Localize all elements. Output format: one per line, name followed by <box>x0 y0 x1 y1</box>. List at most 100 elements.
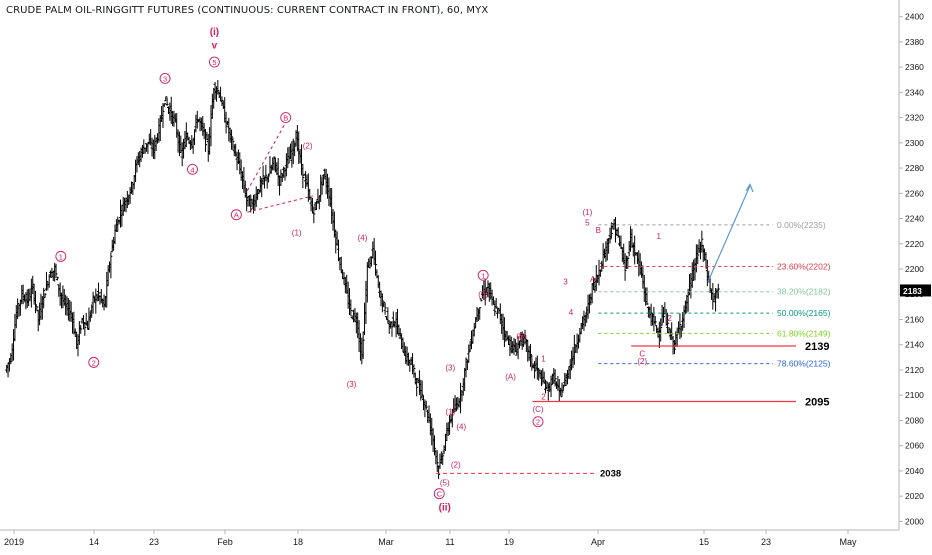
fib-level-label: 61.80%(2149) <box>777 328 831 338</box>
wave-label: 2 <box>536 418 540 427</box>
ohlc-bar <box>42 287 46 309</box>
ohlc-bar <box>382 300 386 308</box>
projection-arrow-line <box>707 185 751 282</box>
wave-label: (B) <box>516 332 527 341</box>
ohlc-bar <box>700 230 704 253</box>
y-tick-label: 2040 <box>905 466 924 476</box>
ohlc-bar <box>675 327 679 347</box>
ohlc-bar <box>608 227 612 244</box>
ohlc-bar <box>420 380 424 399</box>
y-tick-label: 2000 <box>905 516 924 526</box>
x-tick-label: 18 <box>293 537 303 547</box>
y-tick-label: 2240 <box>905 214 924 224</box>
y-tick-label: 2100 <box>905 390 924 400</box>
wave-label-circle <box>55 250 67 262</box>
wave-label-circle <box>208 56 220 68</box>
ohlc-bar <box>645 287 649 305</box>
ohlc-bar <box>716 283 720 299</box>
triangle-lower-line <box>247 195 314 213</box>
wave-label: (1) <box>445 408 455 417</box>
ohlc-bar <box>545 381 549 390</box>
wave-label: C <box>639 350 645 359</box>
ohlc-bar <box>424 400 428 410</box>
y-tick-label: 2060 <box>905 441 924 451</box>
x-tick-label: May <box>839 537 857 547</box>
wave-label-circle <box>280 112 292 124</box>
x-tick-label: Mar <box>378 537 394 547</box>
wave-label: B <box>283 114 288 123</box>
y-tick-label: 2380 <box>905 37 924 47</box>
ohlc-bar <box>478 307 482 320</box>
x-tick-label: 23 <box>149 537 159 547</box>
y-tick-label: 2320 <box>905 113 924 123</box>
x-tick-label: 19 <box>504 537 514 547</box>
wave-label: (A) <box>505 372 516 381</box>
y-tick-label: 2020 <box>905 491 924 501</box>
ohlc-bar <box>528 343 532 367</box>
ohlc-bar <box>142 139 146 154</box>
chart-title: CRUDE PALM OIL-RINGGITT FUTURES (CONTINU… <box>6 5 489 16</box>
ohlc-bar <box>231 137 235 151</box>
wave-label: (1) <box>292 228 302 237</box>
wave-label: (2) <box>637 357 647 366</box>
ohlc-bar <box>216 79 220 95</box>
wave-label-circle <box>159 73 171 84</box>
y-tick-label: 2260 <box>905 188 924 198</box>
y-tick-label: 2300 <box>905 138 924 148</box>
fib-level-label: 78.60%(2125) <box>777 359 831 369</box>
wave-label: 1 <box>59 252 63 261</box>
ohlc-bar <box>535 355 539 380</box>
wave-label-circle <box>187 163 198 175</box>
ohlc-bar <box>312 206 316 224</box>
ohlc-bar <box>165 97 169 106</box>
wave-label: 1 <box>541 355 546 364</box>
ohlc-bar <box>291 138 295 165</box>
wave-label-circle <box>477 269 489 281</box>
ohlc-bar <box>261 165 265 185</box>
ohlc-bar <box>494 297 498 309</box>
ohlc-bar <box>264 164 268 182</box>
wave-label: 1 <box>656 232 661 241</box>
wave-label: (4) <box>456 423 466 432</box>
wave-label: (ii) <box>439 503 451 514</box>
ohlc-bar <box>415 377 419 397</box>
wave-label: 5 <box>585 218 590 227</box>
wave-label: (i) <box>210 27 219 38</box>
x-tick-label: Apr <box>591 537 605 547</box>
wave-label: (3) <box>347 380 357 389</box>
ohlc-bar <box>164 96 168 102</box>
y-tick-label: 2280 <box>905 163 924 173</box>
ohlc-bar <box>79 324 83 334</box>
level-label-2095: 2095 <box>805 397 829 409</box>
x-tick-label: 15 <box>699 537 709 547</box>
y-tick-label: 2200 <box>905 264 924 274</box>
y-tick-label: 2360 <box>905 62 924 72</box>
wave-label: (5) <box>478 290 488 299</box>
current-price-label: 2183 <box>903 286 922 296</box>
wave-label: C <box>437 490 443 499</box>
ohlc-bar <box>301 164 305 189</box>
wave-label-circle <box>532 416 544 428</box>
ohlc-bar <box>267 173 271 183</box>
wave-label: (C) <box>532 405 543 414</box>
ohlc-bar <box>161 102 165 128</box>
wave-label: 4 <box>569 308 574 317</box>
fib-level-label: 0.00%(2235) <box>777 220 826 230</box>
ohlc-bar <box>204 128 208 152</box>
ohlc-bar <box>361 331 365 360</box>
wave-label: B <box>596 226 601 235</box>
wave-label: 4 <box>190 165 194 174</box>
ohlc-bar <box>659 318 663 342</box>
ohlc-bar <box>653 316 657 325</box>
ohlc-bar <box>437 465 441 480</box>
wave-label: v <box>212 41 218 52</box>
ohlc-bar <box>55 276 59 281</box>
ohlc-bar <box>493 300 497 316</box>
wave-label: 3 <box>163 74 167 83</box>
ohlc-bar <box>162 103 166 108</box>
wave-label: (2) <box>303 141 313 150</box>
wave-label: 3 <box>563 278 568 287</box>
y-tick-label: 2340 <box>905 87 924 97</box>
